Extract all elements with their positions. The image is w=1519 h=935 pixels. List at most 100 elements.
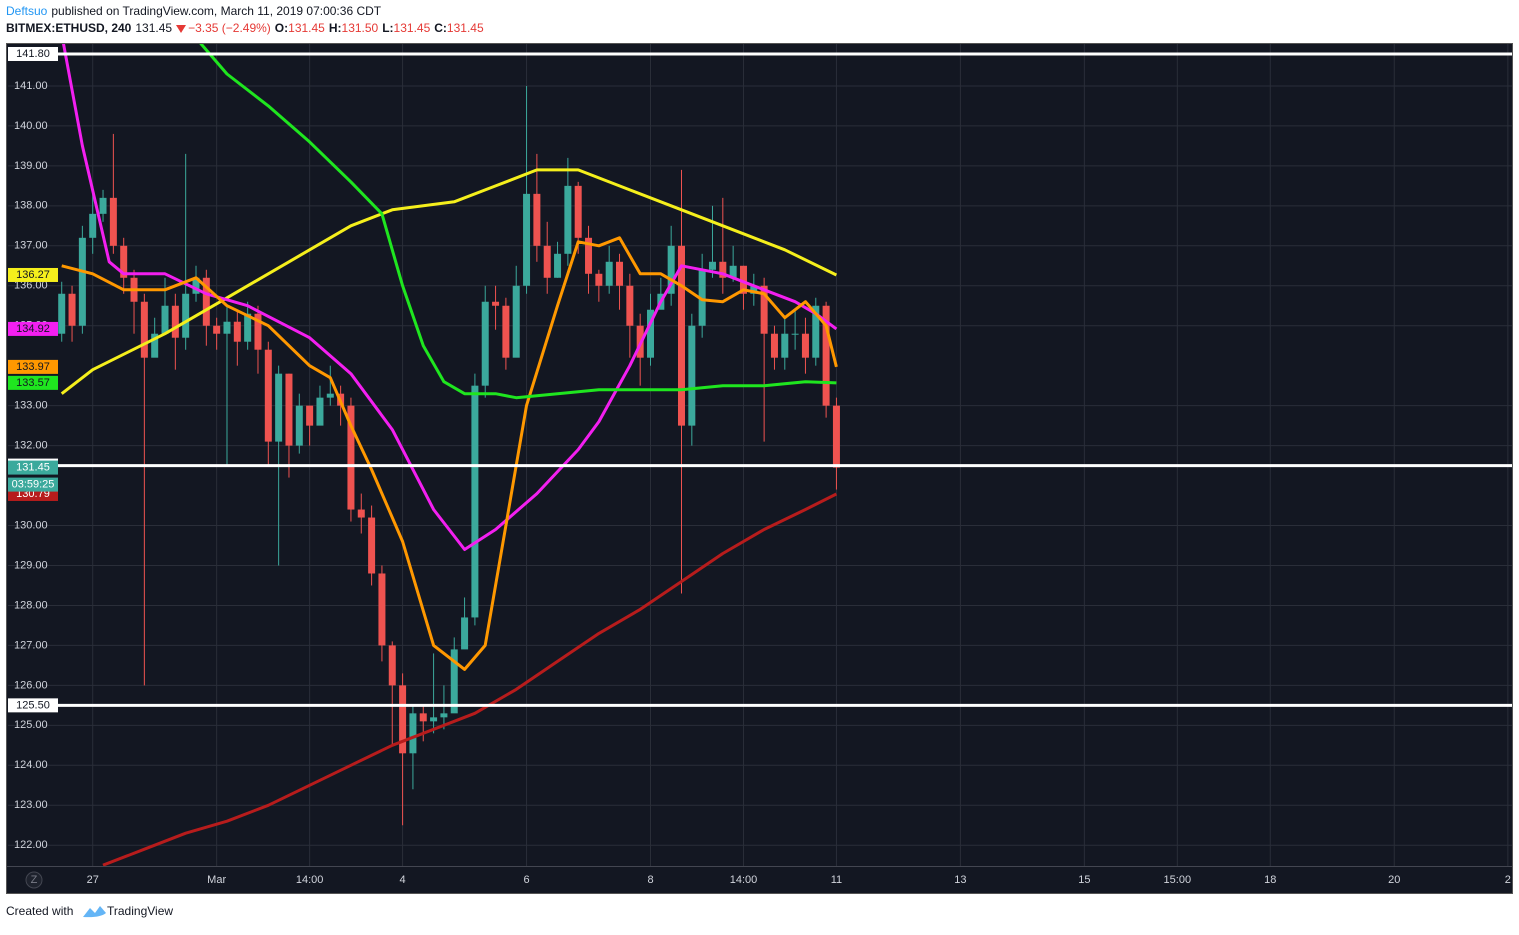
ohlc-key: H: xyxy=(329,21,342,35)
candle-body xyxy=(285,373,293,446)
x-tick-label: Mar xyxy=(207,874,226,886)
candle-body xyxy=(554,253,562,278)
candle-body xyxy=(585,237,593,274)
x-tick-label: 27 xyxy=(87,874,99,886)
zoom-button[interactable] xyxy=(25,871,43,889)
x-tick-label: 14:00 xyxy=(296,874,324,886)
candle-body xyxy=(326,393,334,398)
moving-average xyxy=(102,492,838,866)
candle-body xyxy=(202,277,210,326)
ma-tag: 136.27 xyxy=(16,269,50,281)
y-tick-label: 125.00 xyxy=(14,719,48,731)
candle-body xyxy=(368,517,376,574)
level-tag-bg xyxy=(8,698,58,713)
ma-tag: 134.92 xyxy=(16,323,50,335)
moving-average xyxy=(60,168,838,395)
candle-body xyxy=(120,245,128,278)
candle-body xyxy=(151,333,159,358)
x-tick-label: 11 xyxy=(831,874,842,886)
publish-line: Deftsuo published on TradingView.com, Mar… xyxy=(6,4,382,18)
y-tick-label: 141.00 xyxy=(14,80,48,92)
candle-body xyxy=(523,193,531,286)
level-tag-bg xyxy=(8,46,58,61)
candle-body xyxy=(264,349,272,442)
candle-body xyxy=(750,285,758,294)
x-tick-label: 8 xyxy=(647,874,653,886)
candle-body xyxy=(378,573,386,646)
price-tag: 131.45 xyxy=(16,461,50,473)
candle-body xyxy=(450,649,458,714)
candle-body xyxy=(677,245,685,426)
candle-body xyxy=(347,405,355,510)
candle-body xyxy=(68,293,76,326)
price-tag-bg xyxy=(8,460,58,475)
candle-body xyxy=(357,509,365,518)
candle-body xyxy=(595,273,603,286)
ma-tag-bg xyxy=(8,321,58,336)
candle-body xyxy=(430,717,438,722)
moving-average xyxy=(62,44,838,551)
ma-tag: 133.97 xyxy=(16,361,50,373)
candle-body xyxy=(388,645,396,686)
x-tick-label: 15 xyxy=(1078,874,1090,886)
y-tick-label: 129.00 xyxy=(14,559,48,571)
y-tick-label: 139.00 xyxy=(14,160,48,172)
candle-body xyxy=(99,197,107,214)
candle-body xyxy=(295,405,303,446)
candle-body xyxy=(492,301,500,306)
plot-area xyxy=(58,44,840,866)
candle-body xyxy=(244,313,252,342)
plot: 27 Mar 14:00 4 6 8 14:00 11 13 15 15:00 18 20 2 122.00… xyxy=(8,44,1512,886)
candle-body xyxy=(739,265,747,294)
candle-body xyxy=(192,277,200,294)
ohlc-key: C: xyxy=(434,21,447,35)
candle-body xyxy=(502,305,510,358)
candle-body xyxy=(89,213,97,238)
candle-body xyxy=(171,305,179,338)
y-tick-label: 136.00 xyxy=(14,280,48,292)
y-tick-label: 122.00 xyxy=(14,839,48,851)
ma-tag-bg xyxy=(8,267,58,282)
candle-body xyxy=(140,301,148,358)
candle-body xyxy=(812,305,820,358)
candle-body xyxy=(822,305,830,406)
y-tick-label: 126.00 xyxy=(14,679,48,691)
candle-body xyxy=(512,285,520,358)
candle-body xyxy=(574,185,582,238)
candle-body xyxy=(182,293,190,338)
candle-body xyxy=(781,333,789,358)
candle-body xyxy=(698,269,706,326)
x-tick-label: 13 xyxy=(954,874,966,886)
candle-body xyxy=(399,685,407,754)
ohlc-value: 131.45 xyxy=(288,21,325,35)
last-price: 131.45 xyxy=(135,21,172,35)
change: −3.35 (−2.49%) xyxy=(188,21,271,35)
candle-body xyxy=(832,405,840,468)
x-tick-label: 4 xyxy=(400,874,406,886)
x-tick-label: 20 xyxy=(1388,874,1400,886)
moving-average xyxy=(199,44,837,400)
symbol-line: BITMEX:ETHUSD, 240 131.45 −3.35 (−2.49%) O:… xyxy=(6,21,484,35)
y-tick-label: 137.00 xyxy=(14,240,48,252)
candle-body xyxy=(481,301,489,386)
candle-body xyxy=(316,397,324,426)
candle-body xyxy=(306,405,314,426)
down-arrow xyxy=(176,25,186,33)
candle-body xyxy=(667,245,675,294)
candle-body xyxy=(409,713,417,754)
zoom-label: Z xyxy=(31,874,38,886)
candle-body xyxy=(770,333,778,358)
ohlc-value: 131.45 xyxy=(394,21,431,35)
y-tick-label: 128.00 xyxy=(14,599,48,611)
candle-body xyxy=(213,325,221,334)
candle-body xyxy=(254,313,262,350)
ma-tag-bg xyxy=(8,359,58,374)
candle-body xyxy=(688,325,696,426)
candle-body xyxy=(564,185,572,254)
level-tag: 125.50 xyxy=(16,699,50,711)
candle-body xyxy=(791,333,799,335)
x-tick-label: 18 xyxy=(1264,874,1276,886)
chart-background xyxy=(6,43,1513,894)
y-tick-label: 140.00 xyxy=(14,120,48,132)
candle-body xyxy=(605,261,613,286)
